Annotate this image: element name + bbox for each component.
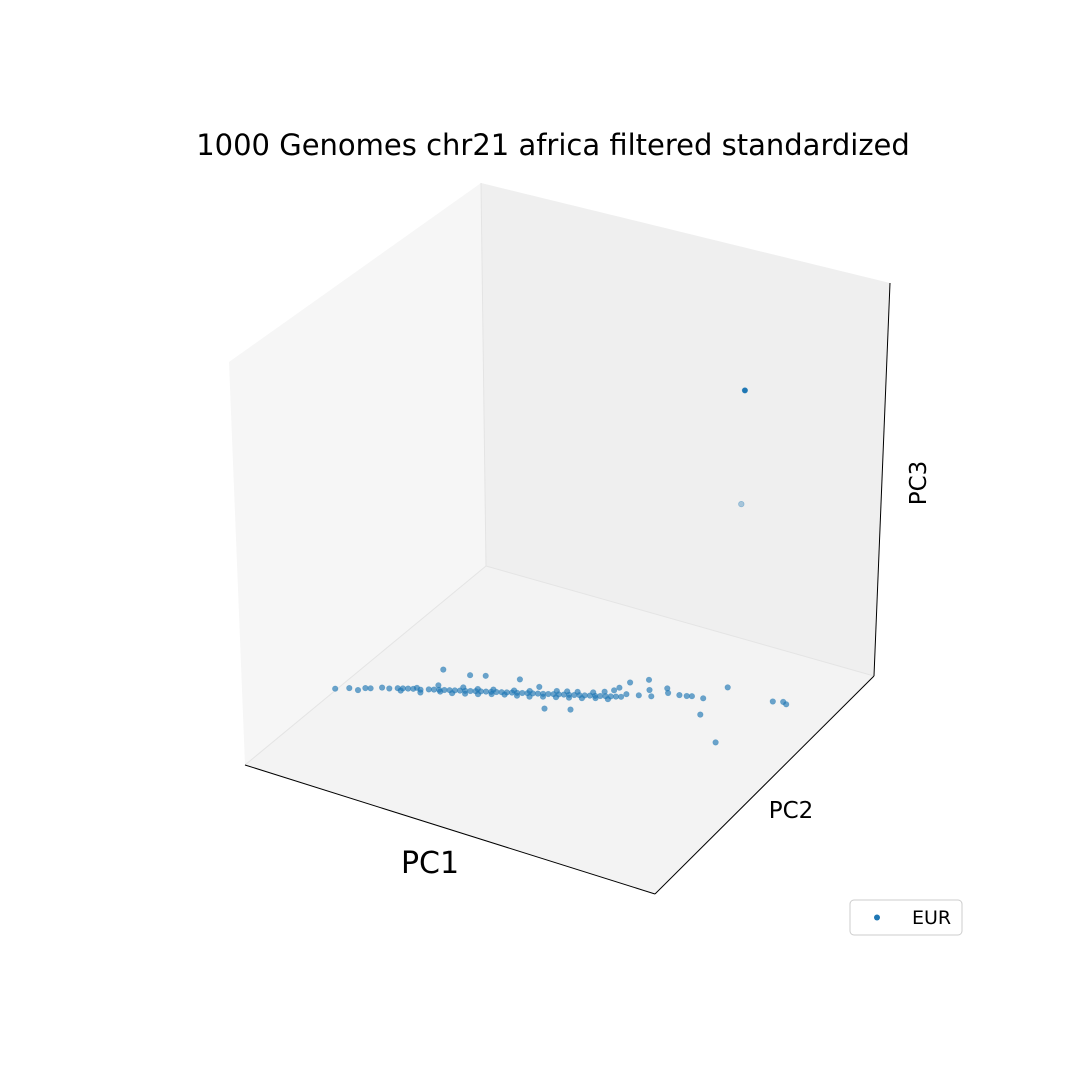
data-point [474, 685, 481, 693]
legend-marker-eur [874, 914, 880, 921]
data-point [664, 685, 671, 692]
data-point [435, 682, 442, 689]
pc2-axis-line [654, 675, 875, 895]
data-point [379, 684, 386, 691]
series-eur-points [332, 387, 790, 746]
floor-pane [245, 566, 874, 894]
back-pane [481, 183, 890, 676]
data-point [645, 676, 653, 683]
data-point [501, 691, 508, 698]
legend-label-eur: EUR [912, 907, 951, 929]
legend-box [849, 899, 963, 936]
data-point [437, 688, 444, 695]
chart-title: 1000 Genomes chr21 africa filtered stand… [196, 128, 910, 162]
data-point [545, 690, 552, 698]
data-point [474, 691, 482, 698]
data-point [526, 687, 533, 695]
data-point [354, 686, 362, 694]
data-point [417, 689, 424, 696]
data-point [362, 684, 369, 692]
data-point [578, 695, 586, 702]
data-point [564, 688, 571, 695]
data-point [783, 701, 790, 708]
z-axis-label: PC3 [906, 461, 932, 506]
data-point [467, 687, 474, 695]
data-point [519, 689, 526, 697]
data-point [541, 705, 548, 712]
data-point [332, 685, 339, 692]
data-point [612, 693, 620, 700]
data-point [635, 692, 642, 699]
pane-edges [244, 182, 875, 766]
data-point [646, 686, 653, 694]
data-point [460, 684, 467, 691]
data-point [413, 684, 421, 691]
data-point [539, 693, 547, 700]
data-point [567, 706, 574, 713]
data-point [623, 691, 630, 698]
data-point [697, 711, 704, 718]
data-point [712, 739, 719, 746]
data-point [604, 696, 612, 703]
data-point [425, 686, 432, 693]
data-point [405, 685, 412, 692]
data-point [516, 676, 524, 683]
data-point [769, 698, 776, 705]
data-point [590, 689, 597, 696]
legend: EUR [849, 899, 963, 936]
left-pane [229, 183, 486, 765]
data-point [552, 694, 560, 701]
data-point [741, 387, 749, 394]
pc3-axis-line [873, 282, 891, 677]
data-point [648, 693, 655, 700]
pc1-axis-line [244, 764, 656, 895]
data-point [617, 693, 625, 700]
data-point [482, 672, 489, 679]
data-point [386, 685, 393, 692]
data-point [534, 690, 542, 697]
data-point [738, 501, 745, 508]
data-point [397, 687, 404, 694]
data-point [688, 693, 696, 700]
data-point [430, 686, 438, 693]
data-point [536, 683, 543, 691]
data-point [592, 694, 599, 702]
data-point [574, 688, 581, 695]
data-point [449, 690, 456, 697]
data-point [565, 694, 573, 701]
data-point [676, 691, 683, 699]
data-point [490, 686, 497, 693]
x-axis-label: PC1 [401, 846, 459, 881]
data-point [440, 666, 447, 673]
data-point [610, 687, 618, 694]
data-point [601, 688, 608, 695]
data-point [513, 692, 521, 699]
data-point [683, 692, 690, 700]
data-point [467, 672, 474, 679]
y-axis-label: PC2 [769, 798, 814, 824]
data-point [462, 690, 469, 697]
data-point [553, 687, 560, 695]
data-point [700, 695, 707, 702]
data-point [526, 693, 533, 700]
data-point [626, 679, 634, 686]
data-point [367, 685, 374, 692]
data-point [616, 684, 623, 691]
data-point [724, 684, 731, 691]
data-point [482, 688, 490, 695]
data-point [346, 684, 353, 692]
data-point [510, 687, 518, 694]
